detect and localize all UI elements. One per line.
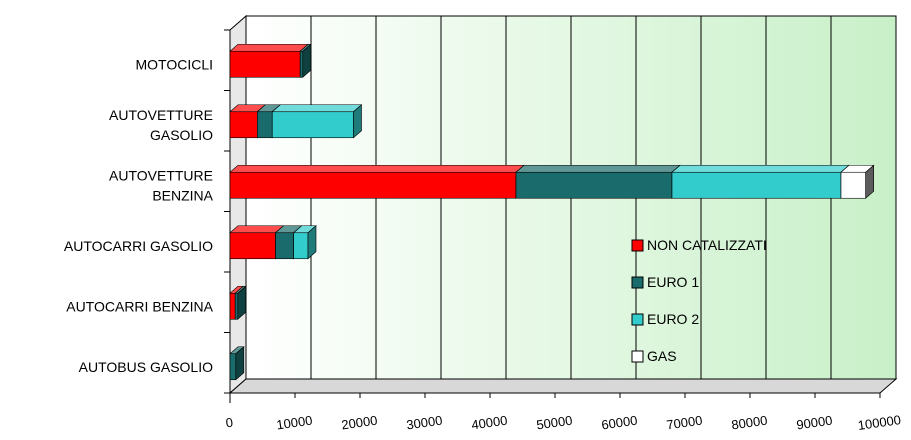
category-label: AUTOVETTURE <box>109 167 213 183</box>
legend-label: EURO 1 <box>647 274 699 290</box>
category-labels: MOTOCICLI AUTOVETTURE GASOLIO AUTOVETTURE BE… <box>64 56 214 375</box>
bar-segment-euro-1 <box>234 285 247 320</box>
legend-label: EURO 2 <box>647 311 699 327</box>
category-label: AUTOCARRI BENZINA <box>66 298 213 314</box>
x-tick-label: 0 <box>225 415 234 431</box>
category-label: BENZINA <box>152 187 213 203</box>
x-tick-label: 100000 <box>857 412 902 433</box>
legend-label: GAS <box>647 348 677 364</box>
legend-swatch <box>631 313 644 326</box>
x-tick-label: 50000 <box>535 413 573 433</box>
bar-segment-euro-1 <box>515 164 681 199</box>
category-label: AUTOVETTURE <box>109 107 213 123</box>
legend-item: GAS <box>631 348 677 364</box>
legend-label: NON CATALIZZATI <box>647 237 767 253</box>
category-label: AUTOBUS GASOLIO <box>79 359 213 375</box>
bar-segment-euro-1 <box>299 43 312 78</box>
bar-segment-non-catalizzati <box>229 43 309 78</box>
bar-segment-euro-2 <box>292 225 317 260</box>
x-tick-label: 20000 <box>340 413 378 433</box>
x-tick-label: 30000 <box>405 413 443 433</box>
legend-swatch <box>631 276 644 289</box>
bar-segment-non-catalizzati <box>229 164 525 199</box>
bar-segment-gas <box>840 164 875 199</box>
legend-swatch <box>631 350 644 363</box>
category-label: GASOLIO <box>150 127 213 143</box>
x-tick-label: 40000 <box>470 413 508 433</box>
x-tick-label: 80000 <box>730 413 768 433</box>
x-tick-label: 10000 <box>275 413 313 433</box>
x-tick-label: 60000 <box>600 413 638 433</box>
x-tick-labels: 0 10000 20000 30000 40000 50000 60000 70000 8000… <box>225 393 902 433</box>
bar-segment-euro-2 <box>271 104 363 139</box>
legend-item: EURO 1 <box>631 274 699 290</box>
legend: NON CATALIZZATI EURO 1 EURO 2 GAS <box>631 237 767 364</box>
bars <box>229 43 875 381</box>
bar-segment-euro-1 <box>229 346 245 381</box>
legend-item: EURO 2 <box>631 311 699 327</box>
x-tick-label: 90000 <box>795 413 833 433</box>
legend-item: NON CATALIZZATI <box>631 237 767 253</box>
category-label: MOTOCICLI <box>135 56 213 72</box>
x-axis-floor <box>228 378 898 394</box>
bar-segment-euro-2 <box>671 164 850 199</box>
category-label: AUTOCARRI GASOLIO <box>64 238 213 254</box>
x-tick-label: 70000 <box>665 413 703 433</box>
legend-swatch <box>631 239 644 252</box>
